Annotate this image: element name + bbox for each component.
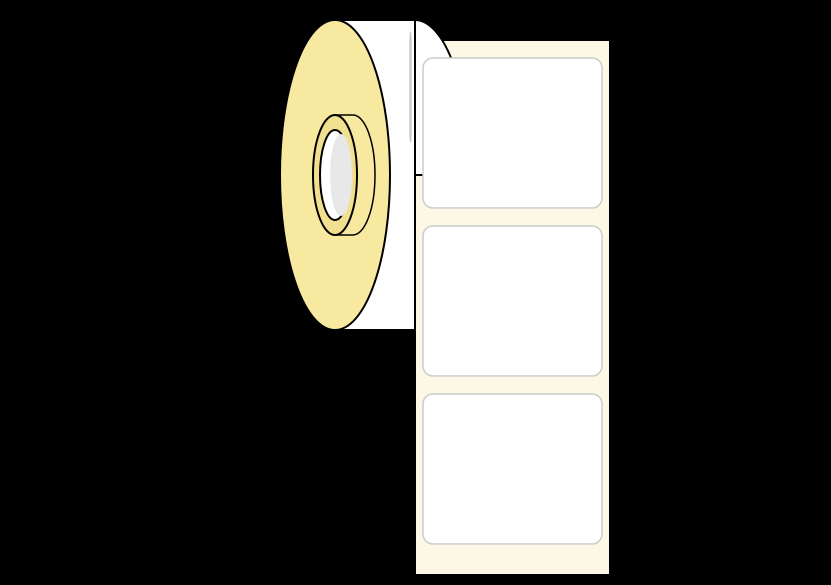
label-sticker-1 — [423, 226, 602, 376]
core-hole-shade — [330, 134, 352, 216]
label-sticker-0 — [423, 58, 602, 208]
label-sticker-2 — [423, 394, 602, 544]
label-peek — [410, 32, 411, 142]
